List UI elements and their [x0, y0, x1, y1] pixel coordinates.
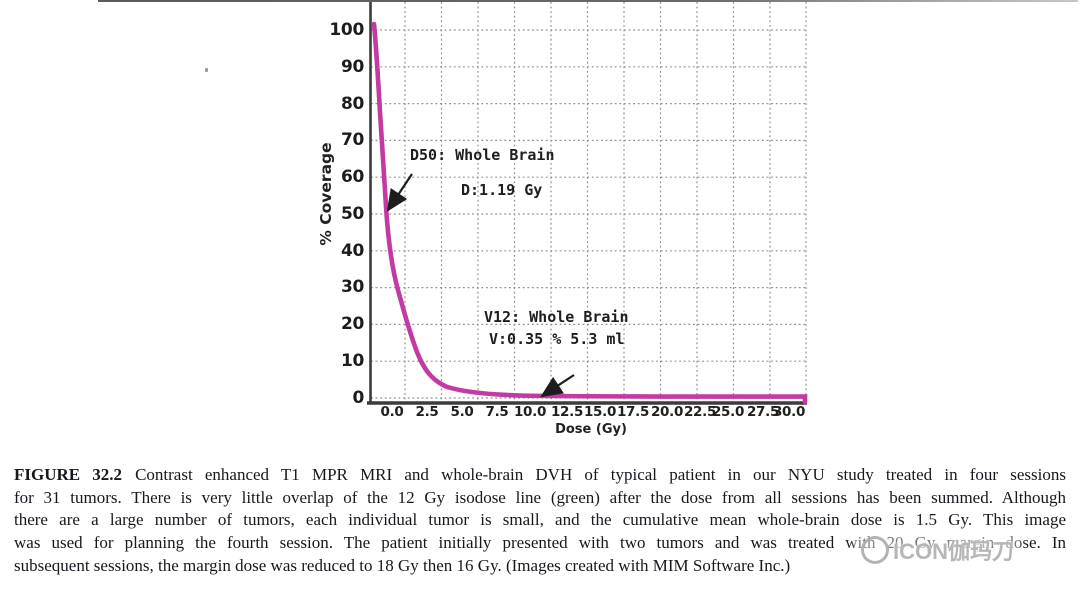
x-axis-title: Dose (Gy): [555, 422, 627, 437]
y-tick-50: 50: [340, 204, 364, 224]
x-tick-15: 15.0: [583, 404, 617, 420]
watermark: ICON伽玛刀: [857, 533, 1019, 567]
crop-edge-line: [98, 0, 1078, 2]
figure-caption: FIGURE 32.2 Contrast enhanced T1 MPR MRI …: [14, 464, 1066, 578]
x-tick-12-5: 12.5: [550, 404, 584, 420]
x-tick-2-5: 2.5: [415, 404, 439, 420]
x-tick-17-5: 17.5: [616, 404, 650, 420]
y-tick-100: 100: [329, 20, 364, 40]
x-tick-0: 0.0: [380, 404, 404, 420]
y-tick-70: 70: [340, 130, 364, 150]
watermark-logo-icon: [861, 536, 889, 564]
d50-arrow: [386, 173, 413, 212]
x-tick-5: 5.0: [450, 404, 474, 420]
y-tick-60: 60: [340, 167, 364, 187]
caption-line-5: subsequent sessions, the margin dose was…: [14, 555, 791, 575]
caption-line-2: for 31 tumors. There is very little over…: [14, 487, 1066, 507]
x-tick-27-5: 27.5: [746, 404, 780, 420]
v12-annotation-line1: V12: Whole Brain: [484, 308, 629, 326]
d50-annotation-line2: D:1.19 Gy: [461, 181, 543, 199]
x-tick-22-5: 22.5: [683, 404, 717, 420]
x-tick-20: 20.0: [650, 404, 684, 420]
caption-line-4: was used for planning the fourth session…: [14, 533, 1066, 553]
figure-label: FIGURE 32.2: [14, 465, 123, 484]
y-tick-0: 0: [352, 388, 364, 408]
x-tick-30: 30.0: [772, 404, 806, 420]
v12-arrow: [540, 374, 575, 398]
x-tick-7-5: 7.5: [485, 404, 509, 420]
y-tick-80: 80: [340, 94, 364, 114]
dvh-chart: [367, 2, 808, 405]
y-tick-10: 10: [340, 351, 364, 371]
y-axis-title: % Coverage: [317, 142, 335, 246]
watermark-text: ICON伽玛刀: [893, 539, 1015, 564]
d50-annotation-line1: D50: Whole Brain: [410, 146, 555, 164]
x-tick-25: 25.0: [711, 404, 745, 420]
caption-line-3: there are a large number of tumors, each…: [14, 510, 1066, 530]
y-tick-40: 40: [340, 241, 364, 261]
v12-annotation-line2: V:0.35 % 5.3 ml: [489, 330, 625, 348]
artifact-dot: [205, 68, 208, 72]
caption-text-1: Contrast enhanced T1 MPR MRI and whole-b…: [135, 465, 1066, 484]
y-tick-30: 30: [340, 277, 364, 297]
y-tick-90: 90: [340, 57, 364, 77]
y-tick-20: 20: [340, 314, 364, 334]
caption-line-1: FIGURE 32.2 Contrast enhanced T1 MPR MRI …: [14, 464, 1066, 487]
x-tick-10: 10.0: [513, 404, 547, 420]
